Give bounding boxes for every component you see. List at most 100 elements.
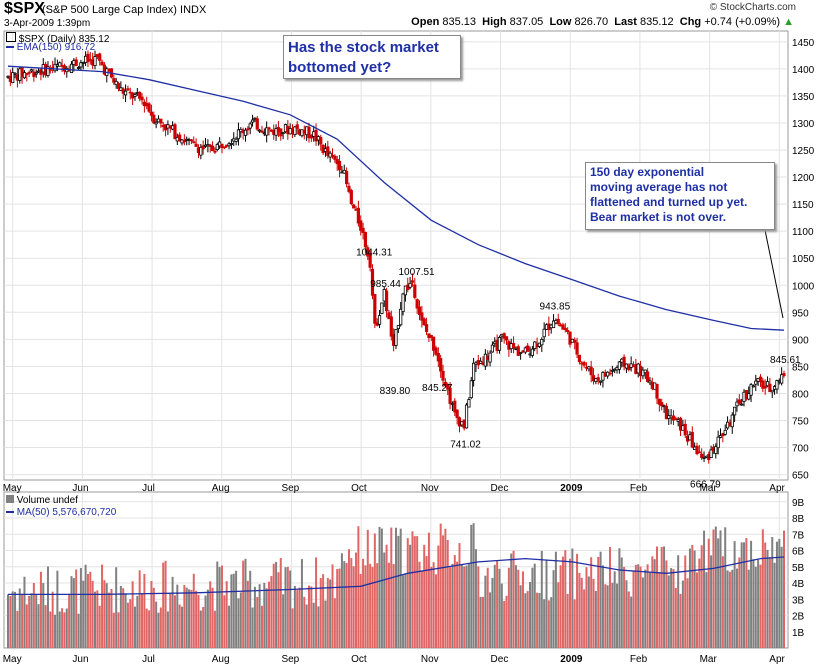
volume-bar: [392, 564, 395, 648]
volume-bar: [434, 574, 437, 648]
volume-bar: [498, 568, 501, 648]
ema-legend-icon: [6, 46, 14, 49]
volume-bar: [580, 577, 583, 648]
volume-bar: [347, 549, 350, 648]
symbol: $SPX: [4, 0, 45, 17]
price-tick-label: 1150: [792, 200, 814, 211]
candle-body: [417, 306, 422, 315]
price-panel: [3, 30, 789, 481]
volume-bar: [86, 573, 89, 648]
candle-body: [309, 135, 313, 139]
volume-bar: [213, 610, 216, 648]
candle-body: [716, 436, 720, 449]
volume-bar: [625, 580, 628, 648]
candle-body: [556, 318, 560, 325]
volume-bar: [65, 608, 68, 648]
candle-body: [502, 333, 506, 339]
volume-bar: [496, 560, 499, 648]
volume-bar: [627, 591, 630, 648]
volume-bar: [738, 557, 741, 648]
volume-bar: [648, 572, 651, 648]
volume-bar: [333, 598, 336, 648]
volume-ma-line: [8, 556, 785, 596]
volume-bar: [743, 542, 746, 648]
volume-x-tick-label: Jul: [142, 654, 155, 665]
candle-body: [373, 294, 377, 324]
volume-bar: [343, 561, 346, 648]
volume-bar: [719, 530, 722, 648]
candle-body: [561, 324, 565, 330]
volume-bar: [331, 564, 334, 648]
volume-bar: [143, 573, 146, 648]
volume-bar: [152, 587, 155, 648]
volume-bar: [521, 571, 524, 648]
candle-body: [20, 67, 24, 77]
volume-bar: [740, 542, 743, 648]
price-legend-icon: [6, 32, 16, 42]
volume-bar: [183, 585, 186, 648]
price-x-tick-label: Jun: [72, 483, 88, 494]
candle-body: [337, 160, 342, 171]
price-x-tick-label: Sep: [281, 483, 299, 494]
candle-body: [422, 318, 426, 326]
volume-bar: [286, 566, 289, 648]
volume-bar: [578, 572, 581, 648]
candle-body: [551, 320, 556, 329]
volume-bar: [524, 593, 527, 648]
candle-body: [598, 380, 603, 383]
candle-body: [575, 342, 579, 355]
low-label: Low: [549, 16, 572, 28]
volume-bar: [378, 526, 381, 648]
candle-body: [443, 381, 447, 387]
price-x-tick-label: Mar: [700, 483, 718, 494]
candle-body: [610, 369, 614, 372]
candle-body: [577, 354, 582, 363]
volume-bar: [566, 593, 569, 648]
volume-bar: [684, 555, 687, 648]
annotation-bottomed: Has the stock market bottomed yet?: [283, 35, 461, 79]
candle-body: [690, 431, 694, 448]
volume-bar: [119, 585, 122, 648]
candle-body: [542, 328, 546, 338]
volume-bar: [263, 582, 266, 648]
volume-x-tick-label: Oct: [351, 654, 367, 665]
volume-bar: [545, 560, 548, 648]
candle-body: [723, 429, 727, 435]
candle-body: [387, 312, 391, 320]
volume-bar: [307, 585, 310, 648]
candle-body: [446, 384, 450, 390]
candle-body: [248, 123, 252, 129]
volume-bar: [25, 604, 28, 648]
volume-x-tick-label: 2009: [560, 654, 583, 665]
volume-bar: [141, 593, 144, 648]
volume-bar: [472, 523, 475, 648]
candles-group: [6, 50, 786, 648]
candle-body: [22, 72, 27, 79]
candle-body: [243, 129, 248, 136]
volume-bar: [583, 589, 586, 648]
candle-body: [471, 362, 476, 381]
volume-legend-text: Volume undef: [16, 495, 78, 506]
price-x-tick-label: Feb: [630, 483, 648, 494]
volume-bar: [446, 540, 449, 648]
volume-tick-label: 7B: [792, 530, 805, 541]
volume-bar: [373, 533, 376, 648]
volume-x-tick-label: Mar: [700, 654, 718, 665]
candle-body: [173, 124, 177, 139]
volume-bar: [112, 612, 115, 648]
volume-tick-label: 8B: [792, 514, 805, 525]
volume-bar: [449, 567, 452, 648]
price-data-label: 845.27: [422, 383, 453, 394]
volume-bar: [656, 546, 659, 648]
candle-body: [396, 325, 400, 330]
volume-bar: [547, 600, 550, 648]
price-tick-label: 1100: [792, 227, 814, 238]
candle-body: [182, 139, 186, 143]
volume-bar: [362, 558, 365, 648]
volume-bar: [458, 543, 461, 648]
volume-bar: [491, 577, 494, 648]
candle-body: [319, 137, 323, 145]
price-tick-label: 1000: [792, 281, 815, 292]
volume-bar: [237, 598, 240, 648]
candle-body: [149, 111, 154, 116]
